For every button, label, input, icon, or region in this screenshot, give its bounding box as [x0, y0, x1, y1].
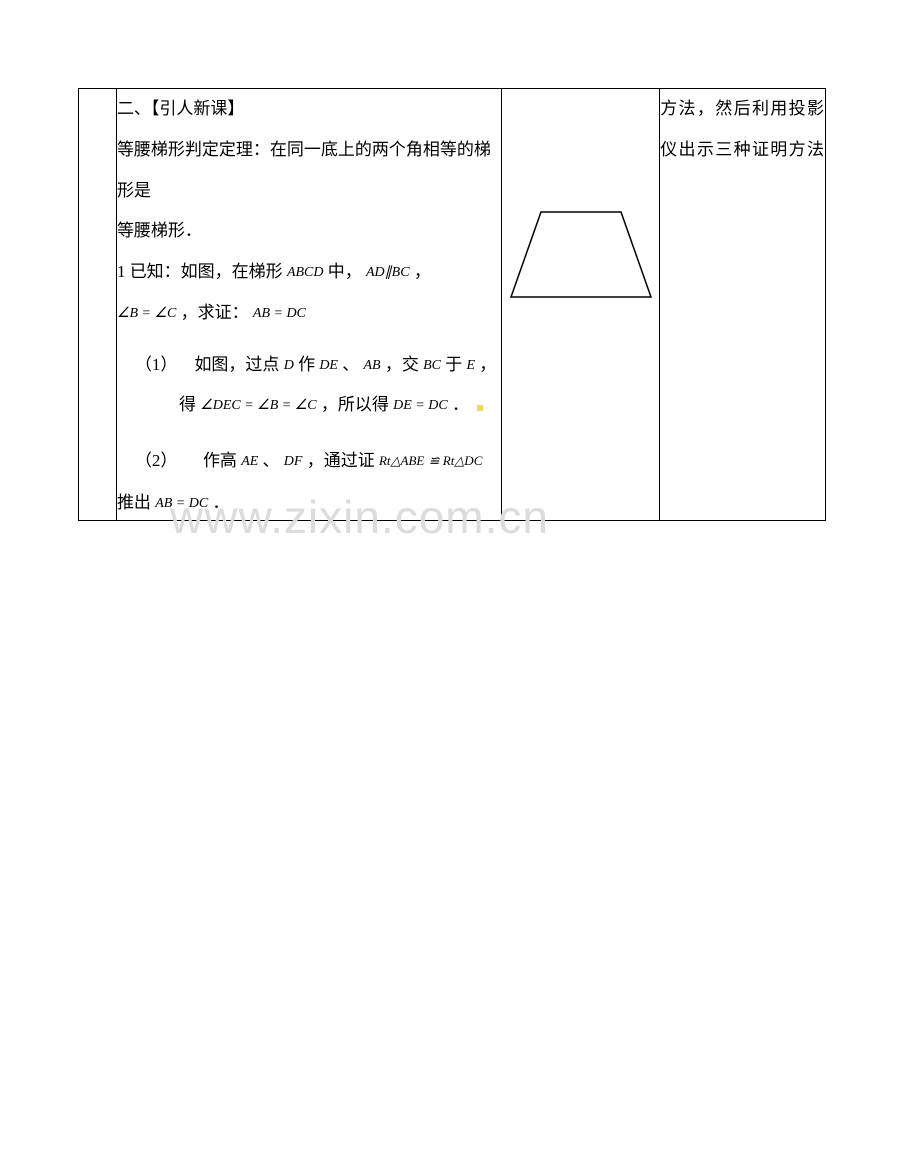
proof-1: （1） 如图，过点 D 作 DE 、 AB ，交 BC 于 E ， 得 ∠DEC [117, 348, 502, 422]
math-abcd: ABCD [287, 265, 324, 280]
txt: 得 [179, 395, 196, 414]
math-rtdc: Rt△DC [443, 453, 483, 468]
math-dec: ∠DEC = ∠B = ∠C [200, 398, 316, 413]
txt: ，所以得 [321, 395, 393, 414]
txt: ，交 [385, 355, 423, 374]
math-ae: AE [241, 454, 258, 469]
proof-1-line-b: 得 ∠DEC = ∠B = ∠C ，所以得 DE = DC ． [135, 388, 502, 422]
txt: 作 [298, 355, 319, 374]
col-main: 二、【引人新课】 等腰梯形判定定理：在同一底上的两个角相等的梯形是 等腰梯形． … [116, 89, 502, 521]
math-de: DE [319, 358, 338, 373]
problem-line-1: 1 已知：如图，在梯形 ABCD 中， AD∥BC ， [117, 252, 502, 293]
math-e: E [466, 358, 475, 373]
proof-2-line-a: （2） 作高 AE 、 DF ，通过证 Rt△ABE ≌ Rt△DC [135, 444, 502, 478]
txt: 1 已知：如图，在梯形 [117, 262, 283, 281]
theorem-line-b: 等腰梯形． [117, 211, 502, 252]
math-rtabe: Rt△ABE [379, 453, 424, 468]
txt: 、 [263, 451, 280, 470]
txt: 中， [328, 262, 366, 281]
txt: 、 [342, 355, 359, 374]
txt: 推出 [117, 493, 155, 512]
trapezoid-figure [506, 197, 656, 307]
lesson-table: 二、【引人新课】 等腰梯形判定定理：在同一底上的两个角相等的梯形是 等腰梯形． … [78, 88, 826, 521]
math-abdc: AB = DC [253, 306, 306, 321]
col-notes: 方法，然后利用投影仪出示三种证明方法 [660, 89, 826, 521]
math-bc: ∠B = ∠C [117, 306, 176, 321]
idx: （2） [135, 451, 178, 470]
math-bc2: BC [423, 358, 441, 373]
txt: 作高 [203, 451, 241, 470]
math-df: DF [284, 454, 303, 469]
txt: 于 [445, 355, 466, 374]
highlight-dot-icon [477, 405, 483, 411]
idx: （1） [135, 355, 178, 374]
proof-1-line-a: （1） 如图，过点 D 作 DE 、 AB ，交 BC 于 E ， [135, 348, 502, 382]
watermark-text: www.zixin.com.cn [170, 490, 549, 544]
math-d: D [284, 358, 294, 373]
math-dedc: DE = DC [393, 398, 448, 413]
txt: ， [479, 355, 496, 374]
txt: 如图，过点 [194, 355, 279, 374]
notes-text: 方法，然后利用投影仪出示三种证明方法 [660, 89, 825, 171]
txt: ． [452, 395, 469, 414]
math-cong: ≌ [429, 453, 443, 468]
txt: ， [414, 262, 431, 281]
theorem-line-a: 等腰梯形判定定理：在同一底上的两个角相等的梯形是 [117, 130, 502, 212]
txt: ，求证： [181, 303, 253, 322]
col-figure [502, 89, 660, 521]
math-adbc: AD∥BC [366, 265, 410, 280]
math-ab: AB [363, 358, 380, 373]
section-heading: 二、【引人新课】 [117, 89, 502, 130]
col-left-empty [79, 89, 117, 521]
txt: ，通过证 [307, 451, 379, 470]
problem-line-2: ∠B = ∠C ，求证： AB = DC [117, 293, 502, 334]
